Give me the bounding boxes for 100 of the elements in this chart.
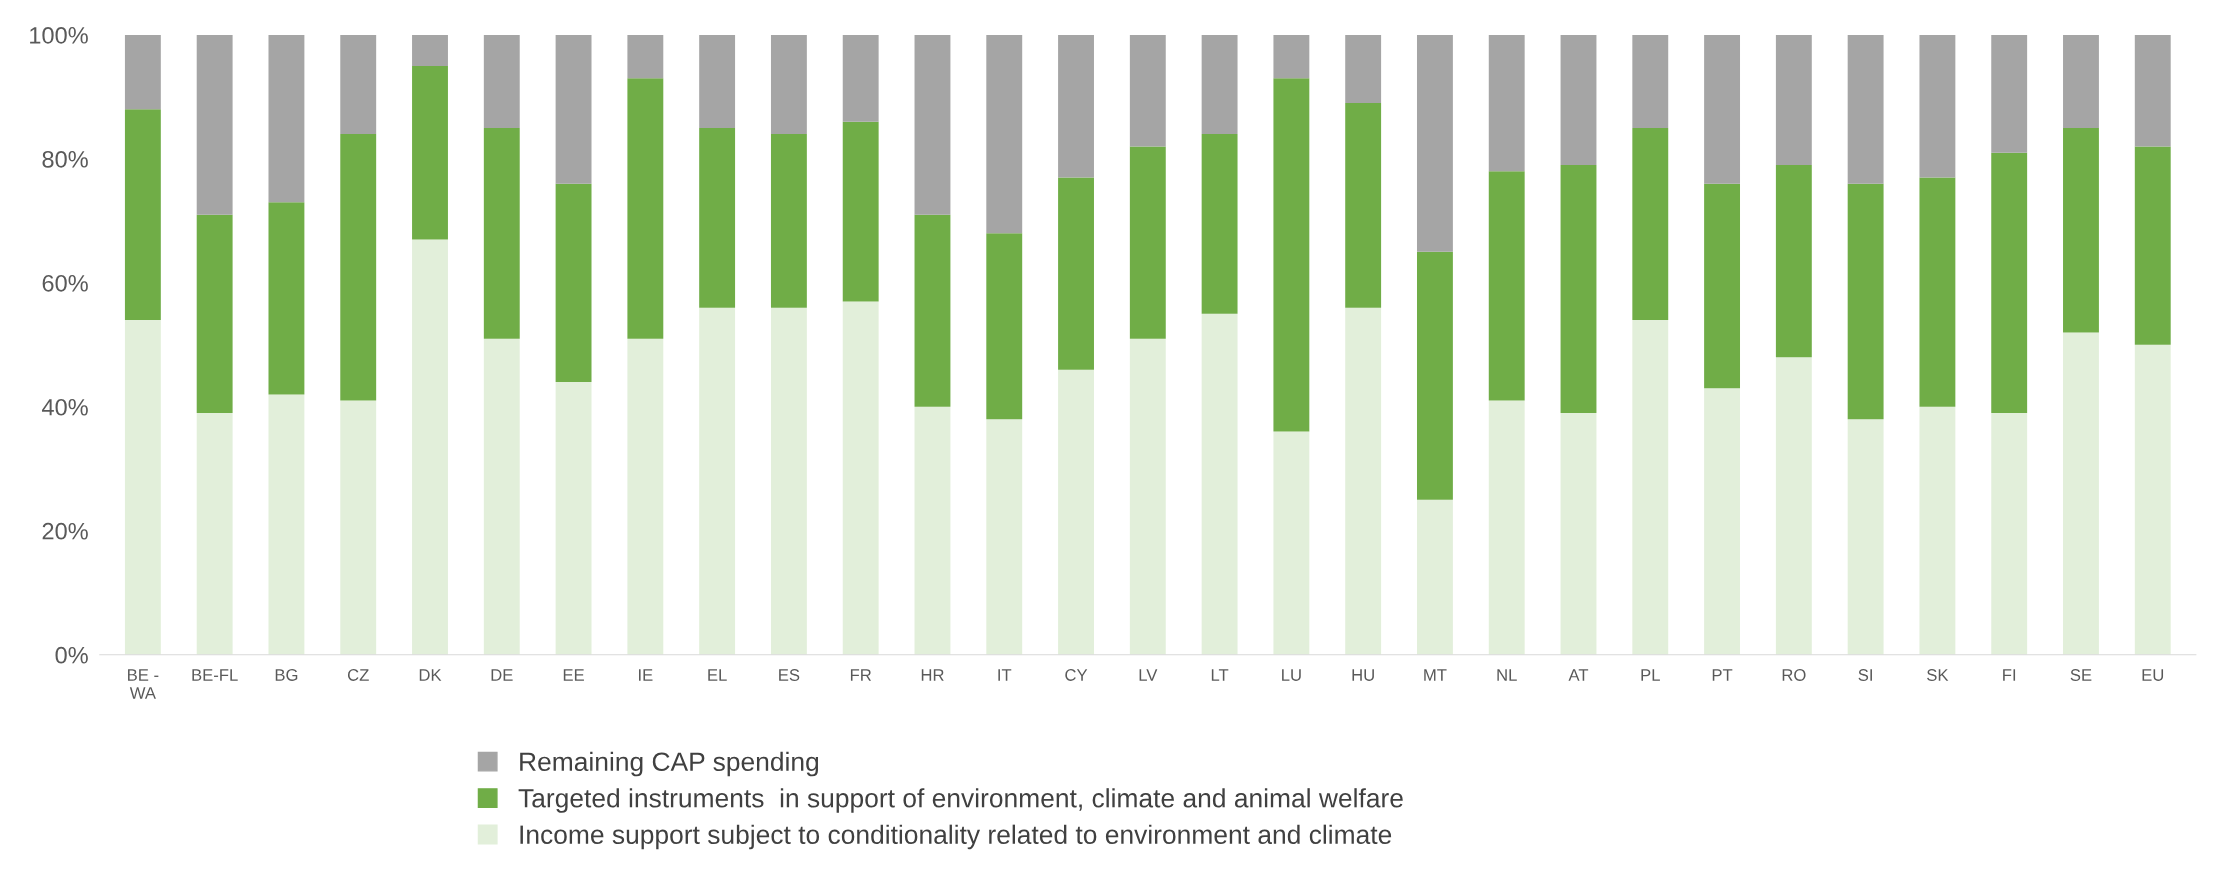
x-tick-label: EU — [2142, 669, 2164, 681]
bar — [770, 307, 807, 655]
x-tick-label: PL — [1641, 669, 1660, 681]
bar — [986, 419, 1023, 655]
x-tick-label: LV — [1139, 669, 1158, 681]
bar — [1058, 369, 1094, 655]
bar — [412, 65, 448, 240]
bar — [268, 394, 305, 655]
bar — [1488, 400, 1525, 655]
bar — [483, 34, 520, 128]
x-tick-label: FI — [2003, 669, 2016, 681]
bar — [1201, 313, 1238, 655]
x-tick-label: IE — [639, 669, 653, 681]
bar — [627, 338, 664, 655]
x-tick-label: BE - WA — [128, 669, 159, 699]
bar — [1847, 34, 1884, 184]
x-tick-label: EL — [708, 669, 727, 681]
bar — [627, 34, 664, 79]
bar — [124, 109, 161, 321]
bar — [1991, 34, 2028, 153]
bar — [1775, 165, 1812, 358]
bar — [2063, 127, 2099, 333]
x-tick-label: RO — [1782, 669, 1806, 681]
x-tick-label: HU — [1352, 669, 1374, 681]
legend-label: Remaining CAP spending — [520, 751, 819, 777]
bar — [1416, 251, 1453, 500]
x-tick-label: FR — [850, 669, 872, 681]
x-tick-label: PT — [1712, 669, 1733, 681]
x-tick-label: LT — [1211, 669, 1229, 681]
bar — [1991, 152, 2028, 414]
y-tick-label: 100% — [30, 26, 88, 44]
bar — [1560, 165, 1597, 414]
bar — [412, 34, 448, 66]
bar — [1058, 34, 1094, 178]
x-tick-label: SK — [1927, 669, 1949, 681]
bar — [914, 214, 951, 407]
bar — [699, 307, 736, 655]
bar — [483, 338, 520, 655]
bar — [1560, 413, 1597, 655]
bar — [1416, 499, 1453, 655]
bar — [699, 127, 736, 308]
bar — [1704, 183, 1741, 389]
bar — [986, 34, 1023, 234]
bar — [914, 406, 951, 655]
x-tick-label: CZ — [347, 669, 369, 681]
bar — [1775, 357, 1812, 655]
x-tick-label: CY — [1065, 669, 1088, 681]
bar — [340, 134, 377, 401]
bar — [1632, 127, 1669, 321]
bar — [1201, 134, 1238, 314]
bar — [1919, 406, 1956, 655]
bar — [124, 320, 161, 655]
x-tick-label: IT — [998, 669, 1012, 681]
bar — [124, 34, 161, 110]
bar — [986, 233, 1023, 420]
bar — [627, 78, 664, 339]
bar — [268, 34, 305, 203]
bar — [1273, 431, 1310, 655]
bar — [770, 134, 807, 308]
bar — [2134, 146, 2171, 345]
y-tick-label: 40% — [41, 398, 88, 416]
bar — [1775, 34, 1812, 166]
bar — [555, 382, 592, 655]
y-tick-label: 80% — [42, 150, 88, 168]
bar — [1919, 177, 1956, 407]
bar — [1129, 34, 1166, 147]
bar — [770, 34, 807, 135]
bar — [842, 34, 879, 122]
bar — [2134, 344, 2171, 655]
bar — [196, 413, 233, 655]
bar — [842, 301, 879, 655]
bar — [412, 239, 448, 655]
bar — [1201, 34, 1238, 135]
x-tick-label: DK — [419, 669, 442, 681]
bar — [1632, 34, 1669, 128]
bar — [340, 400, 377, 655]
legend-label: Targeted instruments in support of environment, climate and animal welfare — [518, 788, 1403, 813]
bar — [1416, 34, 1453, 252]
bar — [555, 34, 592, 184]
x-tick-label: SI — [1858, 669, 1872, 681]
x-tick-label: MT — [1424, 669, 1447, 681]
bar — [2063, 34, 2099, 128]
bar — [1273, 34, 1310, 79]
bar — [2063, 332, 2099, 655]
x-tick-label: BG — [275, 669, 298, 681]
bar — [268, 202, 305, 395]
x-tick-label: NL — [1497, 669, 1517, 681]
y-tick-label: 0% — [55, 646, 88, 664]
bar — [1704, 34, 1741, 184]
y-tick-label: 60% — [42, 274, 88, 292]
bar — [1488, 171, 1525, 401]
bar — [340, 34, 377, 135]
bar — [2134, 34, 2171, 147]
bar — [1632, 320, 1669, 655]
x-tick-label: AT — [1568, 669, 1589, 681]
bar — [483, 127, 520, 339]
x-tick-label: HR — [921, 669, 944, 681]
bar — [1847, 419, 1884, 655]
bar — [1129, 146, 1166, 339]
bar — [1919, 34, 1956, 178]
